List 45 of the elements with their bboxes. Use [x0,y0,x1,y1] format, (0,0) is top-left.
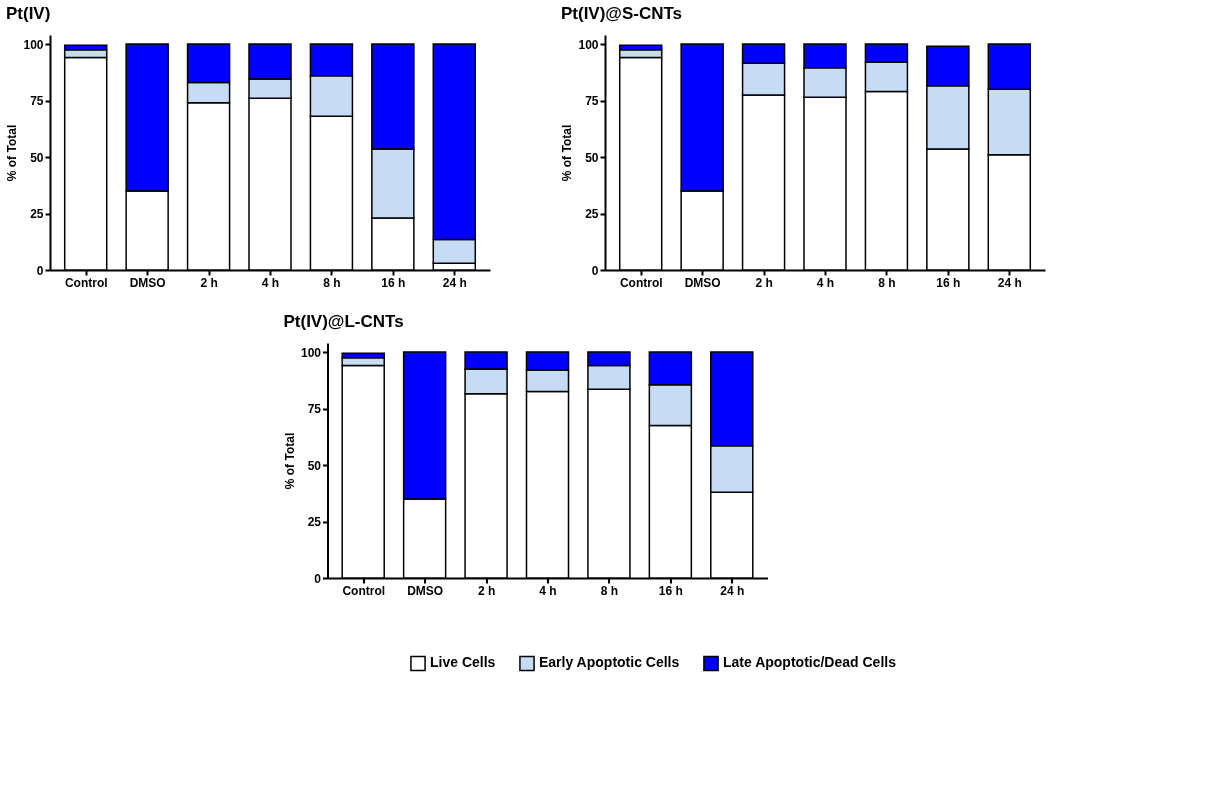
x-tick-label: Control [342,583,386,598]
y-axis-title: % of Total [282,432,297,490]
chart-title: Pt(IV) [5,4,51,23]
x-tick-label: 4 h [539,583,557,598]
y-tick-label: 0 [314,571,322,586]
y-tick-label: 50 [585,150,599,165]
x-tick-label: 16 h [936,275,961,290]
x-tick-label: 4 h [816,275,835,290]
y-tick-label: 100 [578,37,599,52]
y-tick-label: 100 [23,37,44,52]
y-axis-title: % of Total [5,124,20,182]
x-tick-label: DMSO [684,275,721,290]
x-tick-label: 2 h [200,275,218,290]
y-axis-title: % of Total [560,124,575,182]
legend-label: Late Apoptotic/Dead Cells [723,654,897,671]
legend-label: Live Cells [430,654,496,671]
x-tick-label: 8 h [600,583,619,598]
x-tick-label: 2 h [755,275,773,290]
y-tick-label: 75 [307,402,322,417]
y-tick-label: 50 [30,150,44,165]
y-tick-label: 25 [585,207,599,222]
x-tick-label: Control [64,275,108,290]
x-tick-label: 8 h [323,275,341,290]
x-tick-label: 24 h [720,583,745,598]
x-tick-label: 16 h [381,275,406,290]
y-tick-label: 0 [591,263,599,278]
x-tick-label: 16 h [658,583,683,598]
y-tick-label: 25 [30,207,44,222]
y-tick-label: 50 [307,458,322,473]
legend-label: Early Apoptotic Cells [539,654,680,671]
x-tick-label: DMSO [407,583,444,598]
x-tick-label: 8 h [878,275,896,290]
y-tick-label: 75 [30,94,44,109]
x-tick-label: 24 h [442,275,467,290]
x-tick-label: 2 h [477,583,496,598]
x-tick-label: DMSO [129,275,166,290]
y-tick-label: 100 [300,345,322,360]
x-tick-label: 4 h [261,275,280,290]
y-tick-label: 0 [36,263,44,278]
y-tick-label: 75 [585,94,599,109]
x-tick-label: Control [619,275,663,290]
chart-title: Pt(IV)@S-CNTs [560,4,683,23]
chart-title: Pt(IV)@L-CNTs [283,312,404,331]
x-tick-label: 24 h [997,275,1022,290]
y-tick-label: 25 [307,515,322,530]
